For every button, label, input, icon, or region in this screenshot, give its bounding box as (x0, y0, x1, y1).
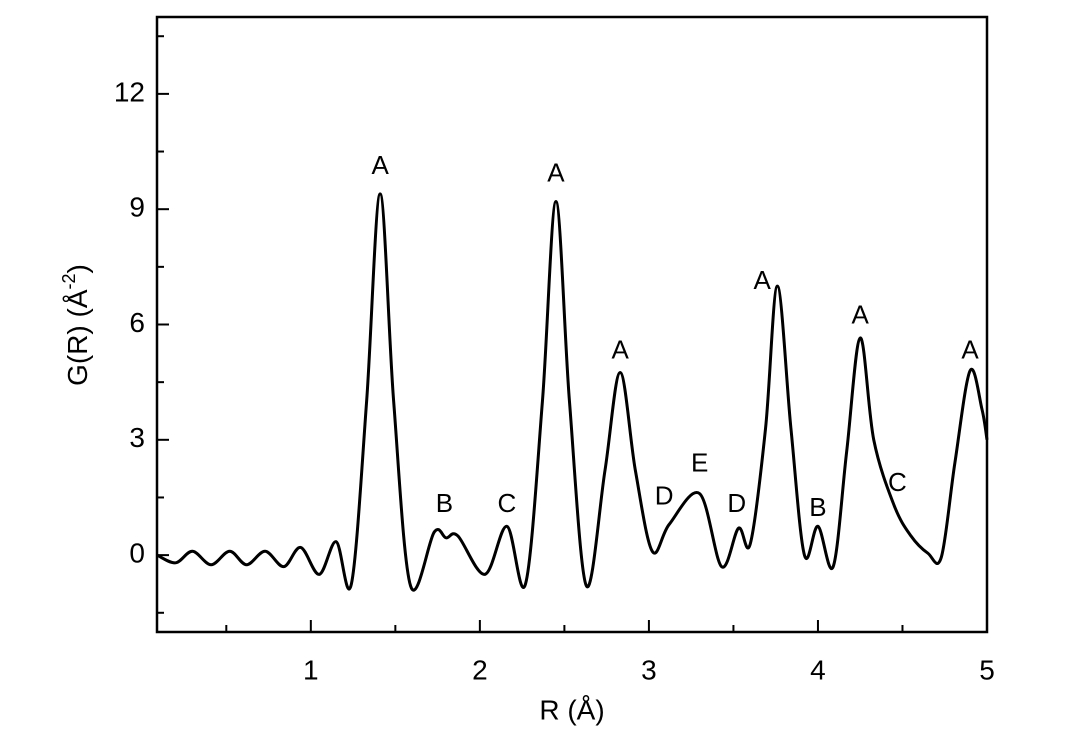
peak-annotation: A (371, 150, 389, 180)
peak-annotation: C (888, 467, 907, 497)
y-tick-label: 6 (129, 307, 145, 338)
y-tick-label: 9 (129, 192, 145, 223)
peak-annotation: D (655, 480, 674, 510)
peak-annotation: C (498, 488, 517, 518)
peak-annotation: D (727, 488, 746, 518)
peak-annotation: A (754, 265, 772, 295)
data-line (156, 192, 989, 592)
peak-annotation: A (547, 157, 565, 187)
x-tick-label: 2 (472, 654, 488, 685)
y-tick-label: 12 (114, 76, 145, 107)
x-tick-label: 1 (303, 654, 319, 685)
peak-annotation: A (852, 300, 870, 330)
peak-annotation: A (612, 334, 630, 364)
peak-annotation: A (961, 334, 979, 364)
x-tick-label: 3 (641, 654, 657, 685)
x-tick-label: 4 (810, 654, 826, 685)
y-label-end: ) (62, 264, 93, 273)
y-axis-label: G(R) (Å-2) (59, 264, 94, 386)
y-tick-label: 0 (129, 538, 145, 569)
y-label-base: G(R) (Å (62, 289, 93, 386)
peak-annotation: B (436, 488, 453, 518)
x-axis-label: R (Å) (539, 694, 604, 725)
x-tick-label: 5 (979, 654, 995, 685)
peak-annotation: E (691, 448, 708, 478)
y-tick-label: 3 (129, 422, 145, 453)
y-label-sup: -2 (59, 273, 79, 289)
peak-annotation: B (809, 492, 826, 522)
